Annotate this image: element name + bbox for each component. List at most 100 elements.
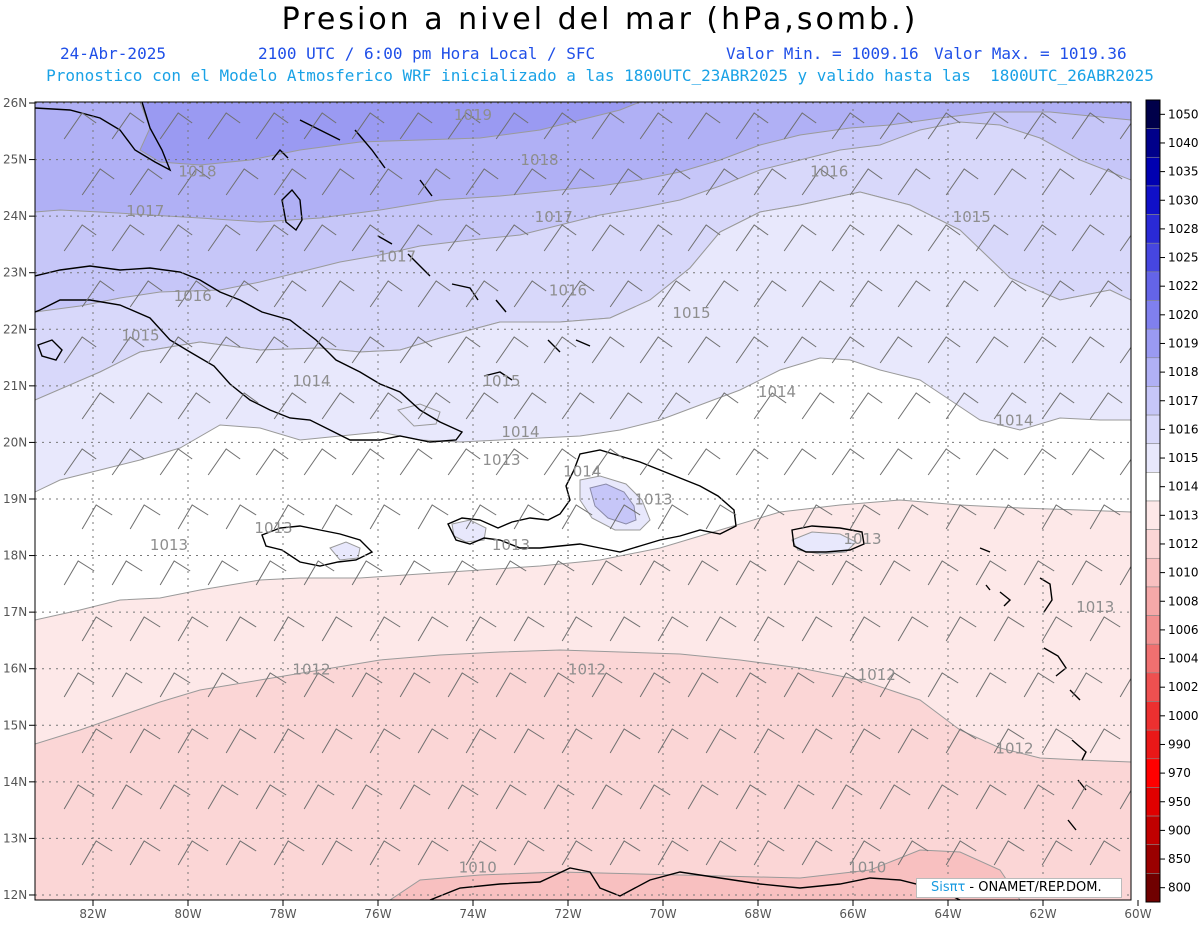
- contour-label: 1017: [535, 208, 573, 226]
- colorbar-swatch: [1145, 271, 1161, 301]
- wind-barb: [273, 840, 305, 866]
- wind-barb: [1041, 504, 1073, 530]
- wind-barb: [465, 280, 499, 308]
- colorbar-label: 1002: [1168, 680, 1199, 694]
- wind-barb: [687, 112, 721, 140]
- wind-barb: [879, 336, 913, 364]
- wind-barb: [735, 112, 769, 140]
- wind-barb: [417, 280, 451, 308]
- wind-barb: [255, 224, 289, 252]
- wind-barb: [1119, 346, 1131, 364]
- wind-barb: [1089, 728, 1121, 754]
- wind-barb: [879, 560, 911, 586]
- wind-barb: [735, 784, 767, 810]
- colorbar-label: 1004: [1168, 652, 1199, 666]
- wind-barb: [465, 728, 497, 754]
- wind-barb: [159, 448, 193, 476]
- wind-barb: [513, 168, 547, 196]
- wind-barb: [63, 672, 95, 698]
- lon-label: 70W: [649, 907, 676, 921]
- wind-barb: [321, 280, 355, 308]
- colorbar-label: 800: [1168, 881, 1191, 895]
- wind-barb: [303, 784, 335, 810]
- lon-label: 82W: [79, 907, 106, 921]
- colorbar-swatch: [1145, 643, 1161, 674]
- colorbar-swatch: [1145, 386, 1161, 416]
- contour-label: 1013: [843, 530, 881, 548]
- wind-barb: [207, 560, 239, 586]
- wind-barb: [1119, 234, 1131, 252]
- wind-barb: [129, 280, 163, 308]
- wind-barb: [81, 392, 115, 420]
- wind-barb: [993, 840, 1025, 866]
- wind-barb: [705, 504, 737, 530]
- wind-barb: [639, 784, 671, 810]
- lat-label: 12N: [3, 888, 27, 902]
- wind-barb: [255, 112, 289, 140]
- wind-barb: [639, 224, 673, 252]
- colorbar-swatch: [1145, 729, 1161, 760]
- wind-barb: [657, 392, 691, 420]
- wind-barb: [897, 840, 929, 866]
- wind-barb: [993, 616, 1025, 642]
- colorbar-swatch: [1145, 443, 1161, 473]
- colorbar-label: 1008: [1168, 594, 1199, 608]
- wind-barb: [705, 168, 739, 196]
- lesser-antilles: [979, 547, 1087, 831]
- wind-barb: [417, 504, 449, 530]
- wind-barb: [465, 504, 497, 530]
- wind-barb: [63, 112, 97, 140]
- wind-barb: [561, 840, 593, 866]
- band-1014-local-cuba: [397, 403, 441, 427]
- wind-barb: [927, 560, 959, 586]
- wind-barb: [273, 392, 307, 420]
- contour-label: 1013: [482, 451, 520, 469]
- colorbar-swatch: [1145, 99, 1161, 129]
- colorbar-label: 1022: [1168, 279, 1199, 293]
- wind-barb: [591, 224, 625, 252]
- wind-barb: [849, 504, 881, 530]
- contour-label: 1014: [292, 372, 330, 390]
- wind-barb: [447, 672, 479, 698]
- wind-barb: [81, 840, 113, 866]
- wind-barb: [321, 728, 353, 754]
- colorbar-label: 1006: [1168, 623, 1199, 637]
- colorbar-swatch: [1145, 557, 1161, 588]
- colorbar-label: 1013: [1168, 508, 1199, 522]
- wind-barb: [657, 840, 689, 866]
- wind-barb: [1023, 224, 1057, 252]
- wind-barb: [1119, 565, 1131, 586]
- colorbar-swatch: [1145, 787, 1161, 817]
- colorbar-swatch: [1145, 615, 1161, 645]
- puerto-rico-coast: [791, 525, 865, 553]
- wind-barb: [993, 280, 1027, 308]
- wind-barb: [753, 504, 785, 530]
- florida-coast: [35, 102, 172, 172]
- contour-label: 1016: [549, 281, 587, 299]
- wind-barb: [225, 392, 259, 420]
- wind-barb: [225, 728, 257, 754]
- wind-barb: [927, 336, 961, 364]
- axis-labels: 26N 25N 24N 23N 22N 21N 20N 19N 18N 17N 16N 15N 14N 1…: [3, 96, 1152, 921]
- wind-barb: [351, 224, 385, 252]
- wind-barb: [543, 112, 577, 140]
- lat-label: 25N: [3, 153, 27, 167]
- wind-barb: [1023, 560, 1055, 586]
- wind-barb: [705, 392, 739, 420]
- wind-barb: [303, 448, 337, 476]
- hispaniola-coast: [447, 449, 737, 553]
- wind-barb: [159, 336, 193, 364]
- wind-barb: [399, 224, 433, 252]
- wind-barb: [975, 224, 1009, 252]
- wind-barb: [687, 336, 721, 364]
- wind-barbs: [63, 112, 1131, 866]
- wind-barb: [897, 504, 929, 530]
- wind-barb: [831, 336, 865, 364]
- wind-barb: [705, 280, 739, 308]
- colorbar-swatch: [1145, 815, 1161, 846]
- band-1010: [389, 849, 1021, 900]
- wind-barb: [81, 280, 115, 308]
- wind-barb: [417, 728, 449, 754]
- colorbar-swatch: [1145, 185, 1161, 215]
